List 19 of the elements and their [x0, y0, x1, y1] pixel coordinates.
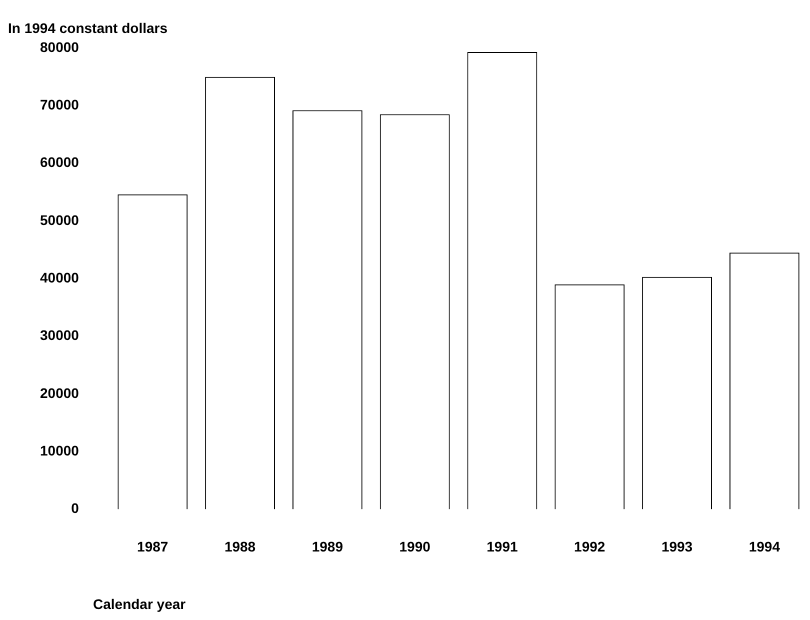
y-tick-label: 70000 [40, 96, 80, 113]
y-tick-label: 60000 [40, 154, 80, 170]
x-tick-label: 1989 [312, 538, 344, 554]
x-tick-label: 1988 [224, 538, 256, 554]
x-tick-label: 1990 [399, 538, 431, 554]
x-tick-label: 1991 [486, 538, 518, 554]
y-tick-label: 30000 [40, 327, 80, 344]
x-axis-title: Calendar year [93, 596, 186, 612]
y-tick-label: 0 [71, 500, 80, 516]
y-tick-label: 40000 [40, 269, 80, 286]
x-tick-label: 1987 [137, 538, 168, 554]
y-tick-label: 80000 [40, 38, 80, 55]
y-tick-label: 10000 [40, 442, 80, 458]
y-tick-label: 20000 [40, 384, 80, 401]
y-axis-title: In 1994 constant dollars [8, 20, 168, 36]
x-tick-label: 1992 [574, 538, 606, 554]
x-tick-label: 1994 [748, 538, 780, 554]
x-tick-label: 1993 [661, 538, 693, 554]
y-tick-label: 50000 [40, 212, 80, 228]
